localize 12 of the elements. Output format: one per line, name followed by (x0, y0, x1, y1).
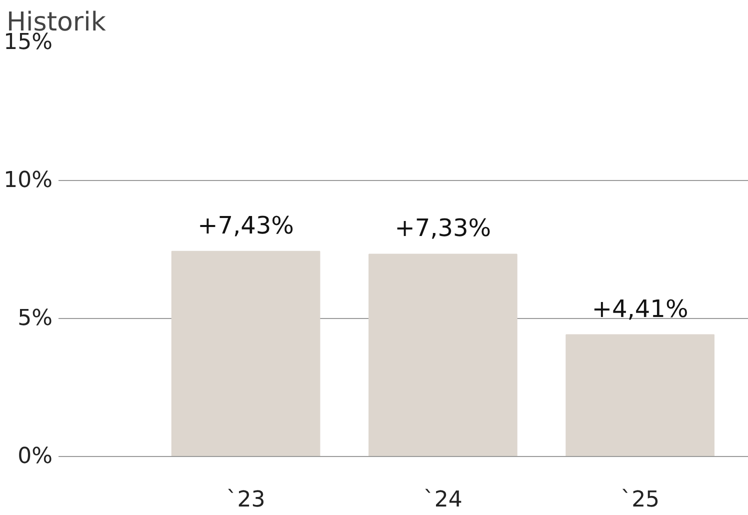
y-tick-label: 10% (4, 168, 53, 193)
data-label: +4,41% (592, 294, 688, 323)
data-label: +7,43% (198, 211, 294, 240)
y-tick-label: 0% (18, 444, 53, 469)
x-tick-label: `23 (226, 488, 266, 512)
data-label: +7,33% (394, 214, 492, 242)
x-tick-label: `24 (423, 488, 462, 512)
y-tick-label: 5% (18, 306, 53, 331)
bar (566, 334, 714, 456)
bar (171, 250, 320, 456)
x-tick-label: `25 (620, 488, 660, 512)
bar (368, 254, 518, 456)
